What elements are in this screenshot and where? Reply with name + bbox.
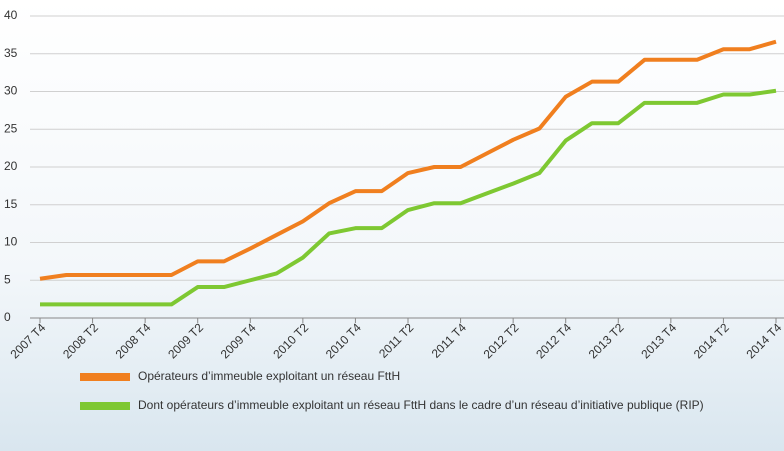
y-tick-label: 5 xyxy=(4,272,11,286)
y-tick-label: 30 xyxy=(4,84,18,98)
y-tick-label: 10 xyxy=(4,235,18,249)
series-line xyxy=(39,39,777,281)
legend-swatch xyxy=(80,373,130,381)
y-tick-label: 35 xyxy=(4,46,18,60)
y-tick-label: 40 xyxy=(4,8,18,22)
legend-swatch xyxy=(80,402,130,410)
y-tick-label: 15 xyxy=(4,197,18,211)
y-tick-label: 25 xyxy=(4,121,18,135)
legend-label: Dont opérateurs d’immeuble exploitant un… xyxy=(138,398,704,412)
y-tick-label: 0 xyxy=(4,310,11,324)
legend-label: Opérateurs d’immeuble exploitant un rése… xyxy=(138,369,400,383)
y-tick-label: 20 xyxy=(4,159,18,173)
series-line xyxy=(40,88,777,307)
legend: Opérateurs d’immeuble exploitant un rése… xyxy=(80,369,704,412)
